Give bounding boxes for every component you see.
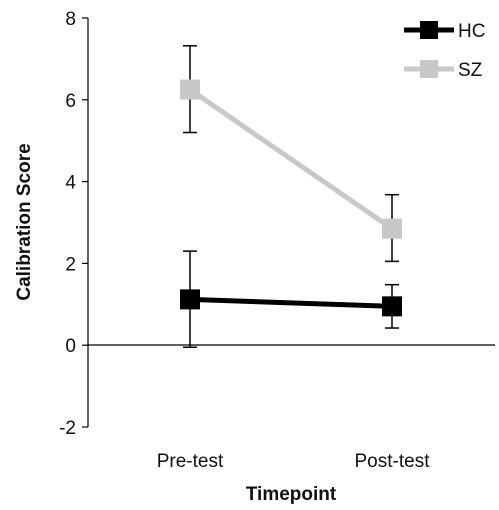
legend-item-sz: SZ [404, 60, 483, 81]
x-axis-title: Timepoint [246, 484, 337, 505]
legend: HC SZ [404, 21, 485, 81]
data-point-marker [180, 79, 200, 100]
legend-label: SZ [458, 60, 483, 81]
y-tick-label: -2 [59, 418, 76, 439]
y-axis-ticks: -2 0 2 4 6 8 [59, 9, 88, 439]
y-tick-label: 4 [65, 173, 76, 194]
series-line [188, 87, 394, 231]
legend-item-hc: HC [404, 21, 485, 42]
series-hc [180, 250, 402, 348]
y-axis: -2 0 2 4 6 8 [59, 9, 89, 439]
series-sz [180, 45, 402, 263]
x-axis-labels: Pre-test Post-test [157, 451, 430, 472]
y-tick-label: 8 [65, 9, 76, 30]
x-category-label: Post-test [355, 451, 431, 472]
legend-label: HC [458, 21, 485, 42]
y-tick-label: 6 [65, 91, 76, 112]
y-tick-label: 2 [65, 254, 76, 275]
y-axis-title: Calibration Score [14, 143, 35, 300]
series-group [180, 45, 402, 348]
x-axis: Pre-test Post-test [88, 344, 495, 472]
x-category-label: Pre-test [157, 451, 224, 472]
data-point-marker [382, 296, 402, 317]
legend-marker [420, 21, 438, 39]
data-point-marker [382, 218, 402, 239]
data-point-marker [180, 289, 200, 310]
series-line [189, 296, 393, 309]
y-tick-label: 0 [65, 336, 76, 357]
legend-marker [420, 60, 438, 78]
